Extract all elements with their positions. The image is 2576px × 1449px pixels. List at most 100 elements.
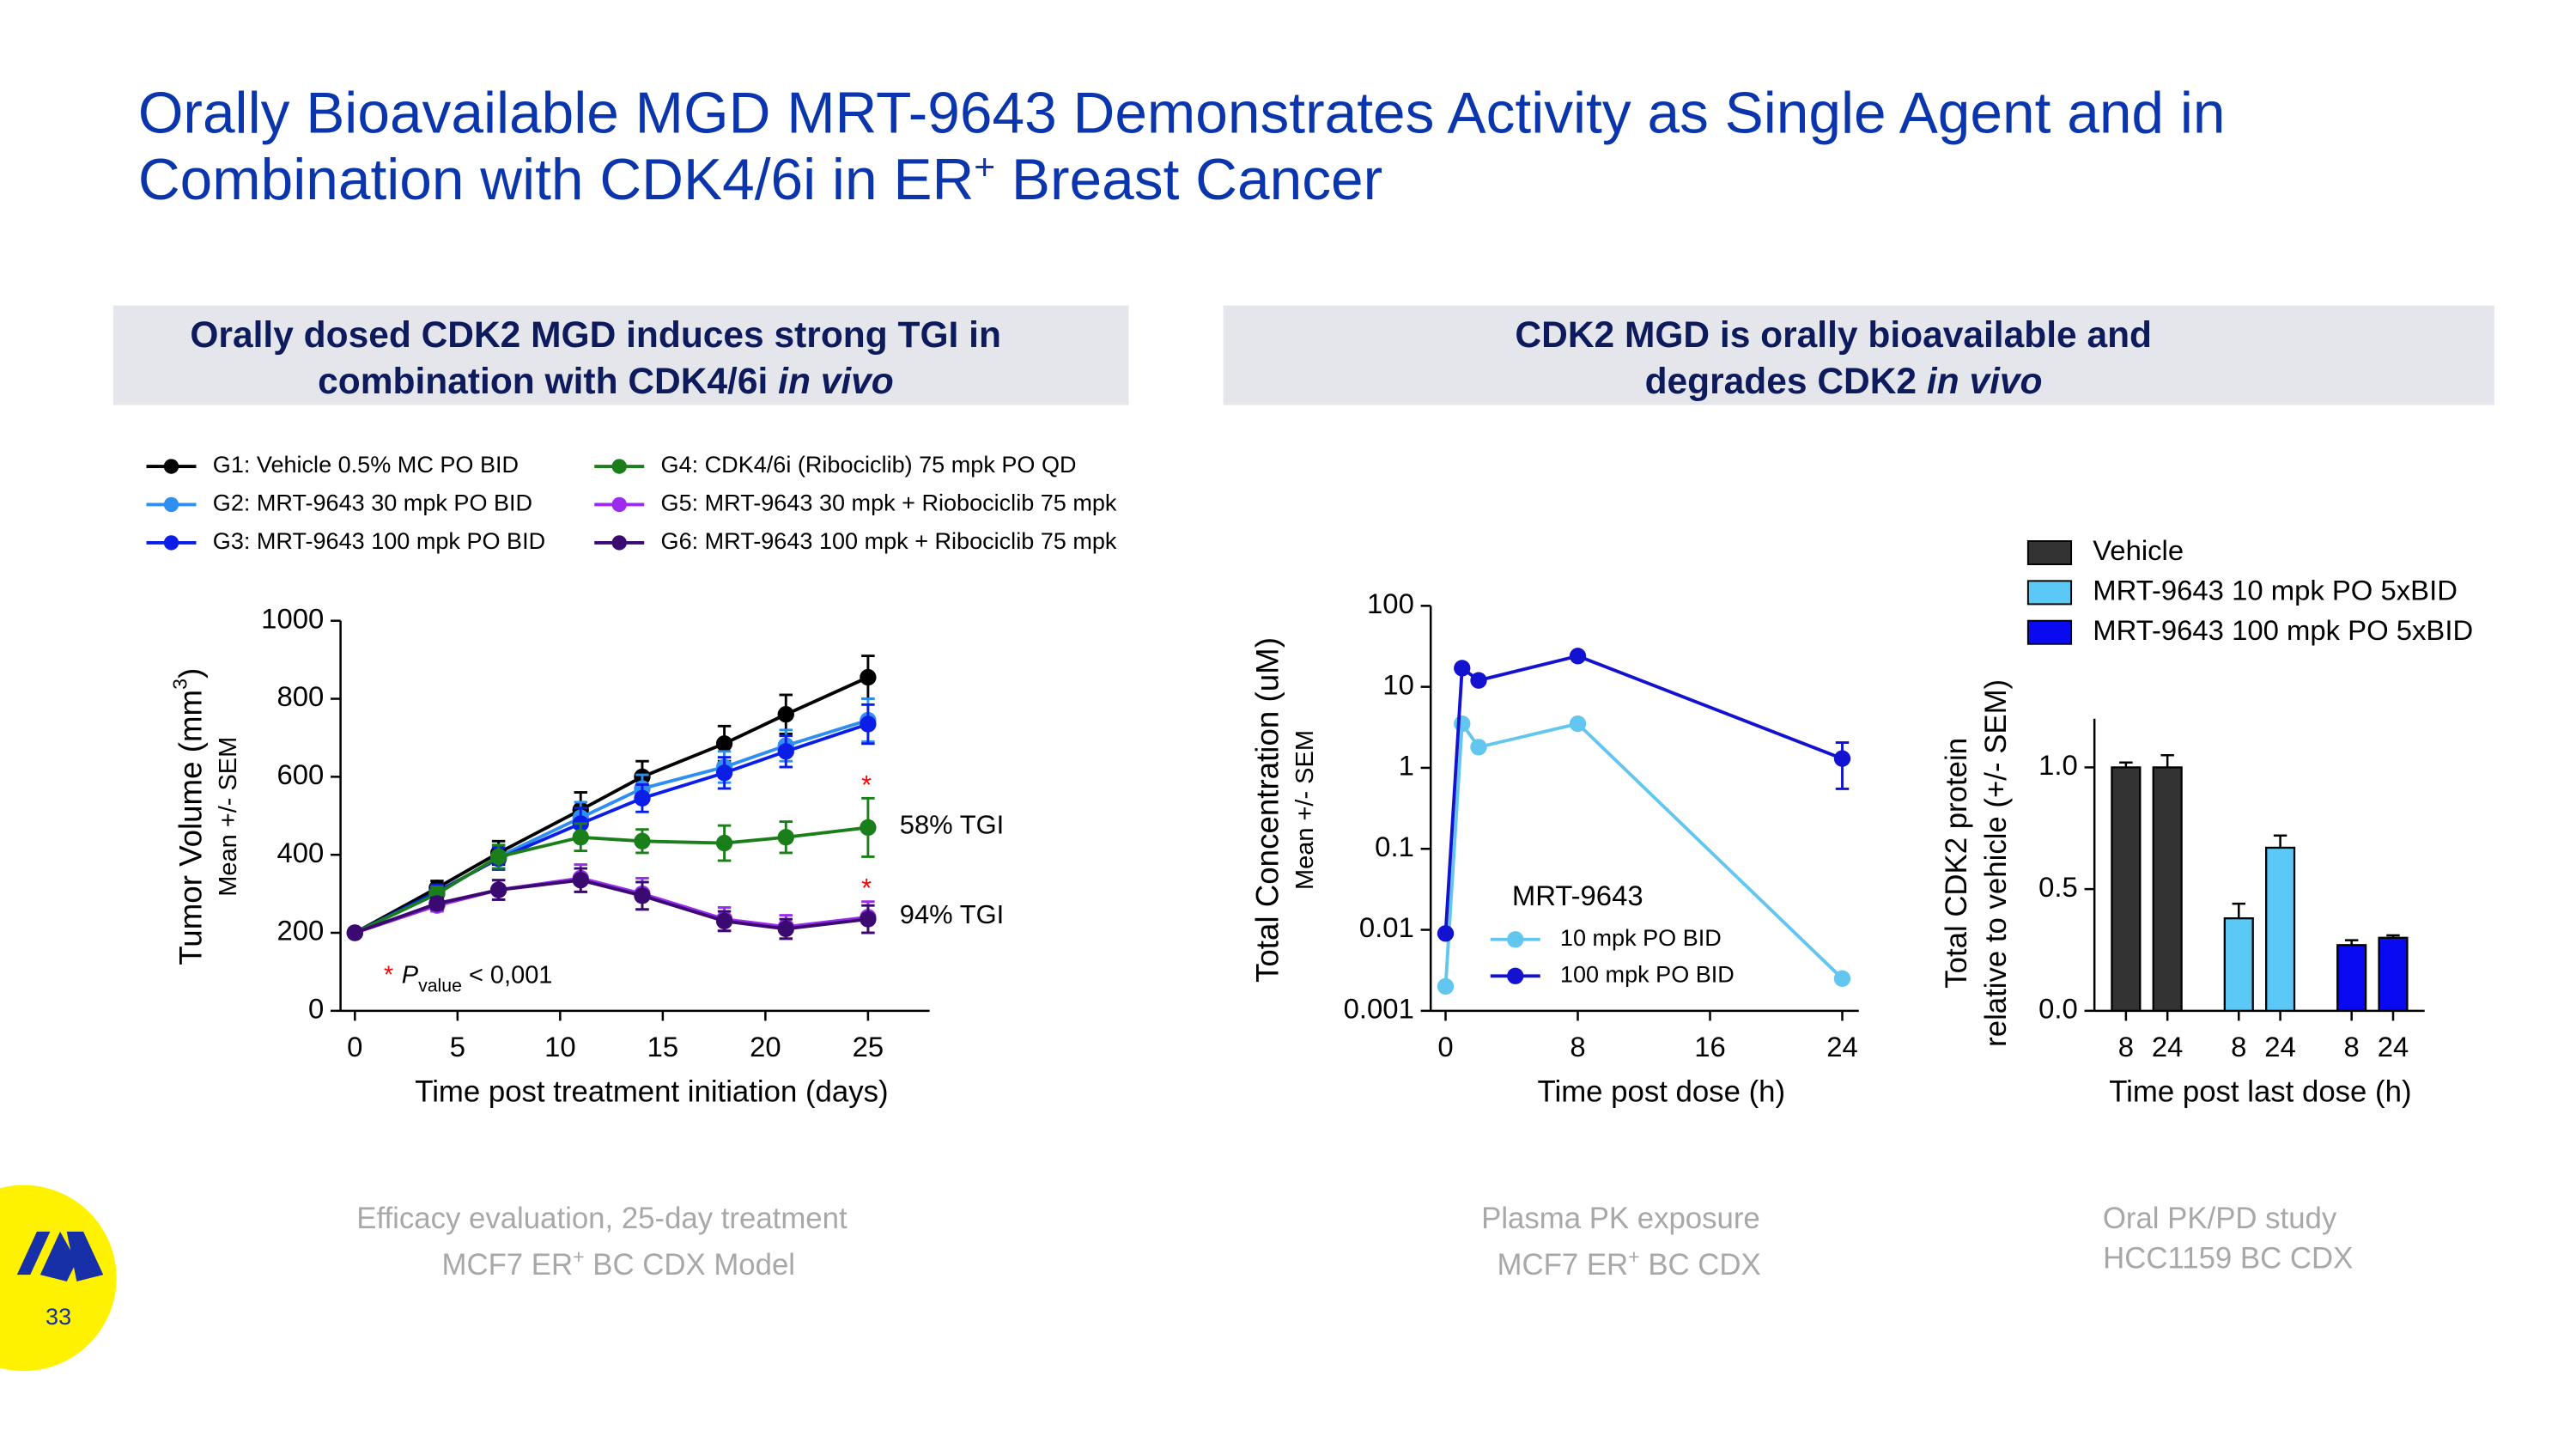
title-line: Breast Cancer — [995, 148, 1382, 212]
data-point — [1454, 715, 1471, 733]
y-axis-label: Tumor Volume (mm3) — [169, 668, 209, 965]
data-point — [1569, 648, 1587, 665]
logo — [16, 1231, 104, 1282]
slide-title: Orally Bioavailable MGD MRT-9643 Demonst… — [138, 82, 2306, 212]
page-number: 33 — [46, 1304, 71, 1330]
x-tick-label: 16 — [1694, 1031, 1726, 1062]
x-tick-label: 20 — [750, 1031, 781, 1062]
caption: Oral PK/PD study HCC1159 BC CDX — [2103, 1202, 2379, 1275]
y-tick-label: 1 — [1399, 750, 1414, 782]
caption-line: BC CDX — [1640, 1249, 1761, 1282]
legend-label: G2: MRT-9643 30 mpk PO BID — [213, 490, 532, 516]
y-axis-label: Mean +/- SEM — [1291, 730, 1319, 890]
x-tick-label: 24 — [2152, 1031, 2184, 1062]
legend-marker — [163, 496, 179, 513]
x-tick-label: 5 — [450, 1031, 465, 1062]
data-point — [777, 706, 794, 723]
y-tick-label: 100 — [1367, 588, 1414, 619]
annotation: * — [861, 770, 872, 800]
annotation: 58% TGI — [900, 810, 1004, 840]
x-axis-label: Time post last dose (h) — [2109, 1076, 2411, 1109]
section-italic: in vivo — [1927, 362, 2043, 402]
x-tick-label: 10 — [544, 1031, 576, 1062]
y-axis-label-part: ) — [173, 668, 208, 679]
data-point — [715, 912, 733, 930]
x-tick-label: 8 — [2231, 1031, 2246, 1062]
data-point — [1470, 672, 1487, 689]
x-tick-label: 0 — [347, 1031, 362, 1062]
x-tick-label: 8 — [1570, 1031, 1585, 1062]
data-point — [1437, 977, 1455, 995]
y-axis-label: Total CDK2 protein — [1941, 738, 1973, 989]
data-point — [489, 881, 507, 898]
section-line: degrades CDK2 — [1645, 362, 1927, 402]
legend-label: G5: MRT-9643 30 mpk + Riobociclib 75 mpk — [661, 490, 1117, 516]
legend-label: 10 mpk PO BID — [1560, 925, 1722, 951]
bar — [2378, 936, 2409, 1013]
caption-sup: + — [573, 1245, 585, 1268]
data-point — [1470, 739, 1487, 756]
data-point — [428, 895, 446, 912]
caption-sup: + — [1628, 1245, 1640, 1268]
x-tick-label: 24 — [2378, 1031, 2409, 1062]
data-point — [715, 764, 733, 782]
legend-marker — [611, 535, 627, 551]
data-point — [1569, 715, 1587, 733]
legend-label: G6: MRT-9643 100 mpk + Ribociclib 75 mpk — [661, 528, 1117, 554]
x-tick-label: 8 — [2344, 1031, 2360, 1062]
y-axis-label-sup: 3 — [169, 679, 191, 690]
caption-line: MCF7 ER — [1498, 1249, 1629, 1282]
x-tick-label: 25 — [853, 1031, 884, 1062]
caption-line: BC CDX Model — [585, 1249, 795, 1282]
legend-label: MRT-9643 10 mpk PO 5xBID — [2093, 575, 2458, 606]
x-axis-label: Time post dose (h) — [1538, 1076, 1786, 1109]
footnote-part: * — [384, 961, 393, 989]
y-tick-label: 600 — [276, 758, 324, 790]
y-tick-label: 400 — [276, 837, 324, 868]
data-point — [860, 819, 877, 837]
section-line: CDK2 MGD is orally bioavailable and — [1515, 315, 2152, 356]
y-tick-label: 0.001 — [1344, 993, 1414, 1025]
section-line: combination with CDK4/6i — [318, 362, 778, 402]
section-header-box — [112, 305, 1129, 405]
data-point — [777, 829, 794, 846]
y-tick-label: 0.01 — [1359, 911, 1414, 943]
legend-swatch — [2026, 540, 2073, 565]
data-point — [489, 848, 507, 866]
y-axis-label: relative to vehicle (+/- SEM) — [1980, 679, 2013, 1047]
data-point — [1833, 750, 1851, 767]
y-tick-label: 1000 — [261, 602, 324, 634]
title-line: Combination with CDK4/6i in ER — [138, 148, 974, 212]
title-line: Orally Bioavailable MGD MRT-9643 Demonst… — [138, 82, 2226, 146]
data-point — [346, 924, 363, 941]
y-axis-label: Total Concentration (uM) — [1249, 637, 1285, 983]
y-tick-label: 10 — [1382, 668, 1414, 700]
series-line — [354, 825, 869, 935]
legend-label: G3: MRT-9643 100 mpk PO BID — [213, 528, 545, 554]
data-point — [860, 715, 877, 733]
caption-line: Oral PK/PD study — [2103, 1202, 2337, 1235]
legend-marker — [611, 496, 627, 513]
bar — [2152, 766, 2183, 1013]
caption-line: HCC1159 BC CDX — [2103, 1242, 2353, 1275]
footnote-part: < 0,001 — [462, 961, 553, 989]
bar — [2265, 846, 2296, 1013]
x-tick-label: 0 — [1437, 1031, 1453, 1062]
caption: Plasma PK exposure MCF7 ER+ BC CDX — [1481, 1202, 1801, 1282]
legend-marker — [163, 535, 179, 551]
caption-line: Efficacy evaluation, 25-day treatment — [356, 1202, 848, 1235]
y-tick-label: 0 — [308, 993, 324, 1025]
section-header: CDK2 MGD is orally bioavailable and degr… — [1515, 315, 2202, 402]
footnote: * Pvalue < 0,001 — [384, 961, 553, 995]
legend-title: MRT-9643 — [1512, 880, 1643, 911]
legend-marker — [163, 459, 179, 474]
legend-swatch — [2026, 619, 2073, 645]
data-point — [1437, 925, 1455, 942]
data-point — [860, 668, 877, 686]
legend-swatch — [2026, 580, 2073, 606]
data-point — [715, 834, 733, 852]
y-tick-label: 800 — [276, 680, 324, 712]
caption-line: MCF7 ER — [442, 1249, 574, 1282]
